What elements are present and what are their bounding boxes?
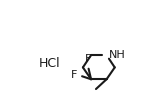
Text: NH: NH bbox=[109, 50, 125, 60]
Text: F: F bbox=[85, 54, 91, 64]
Text: HCl: HCl bbox=[39, 57, 60, 70]
Text: F: F bbox=[71, 70, 78, 80]
